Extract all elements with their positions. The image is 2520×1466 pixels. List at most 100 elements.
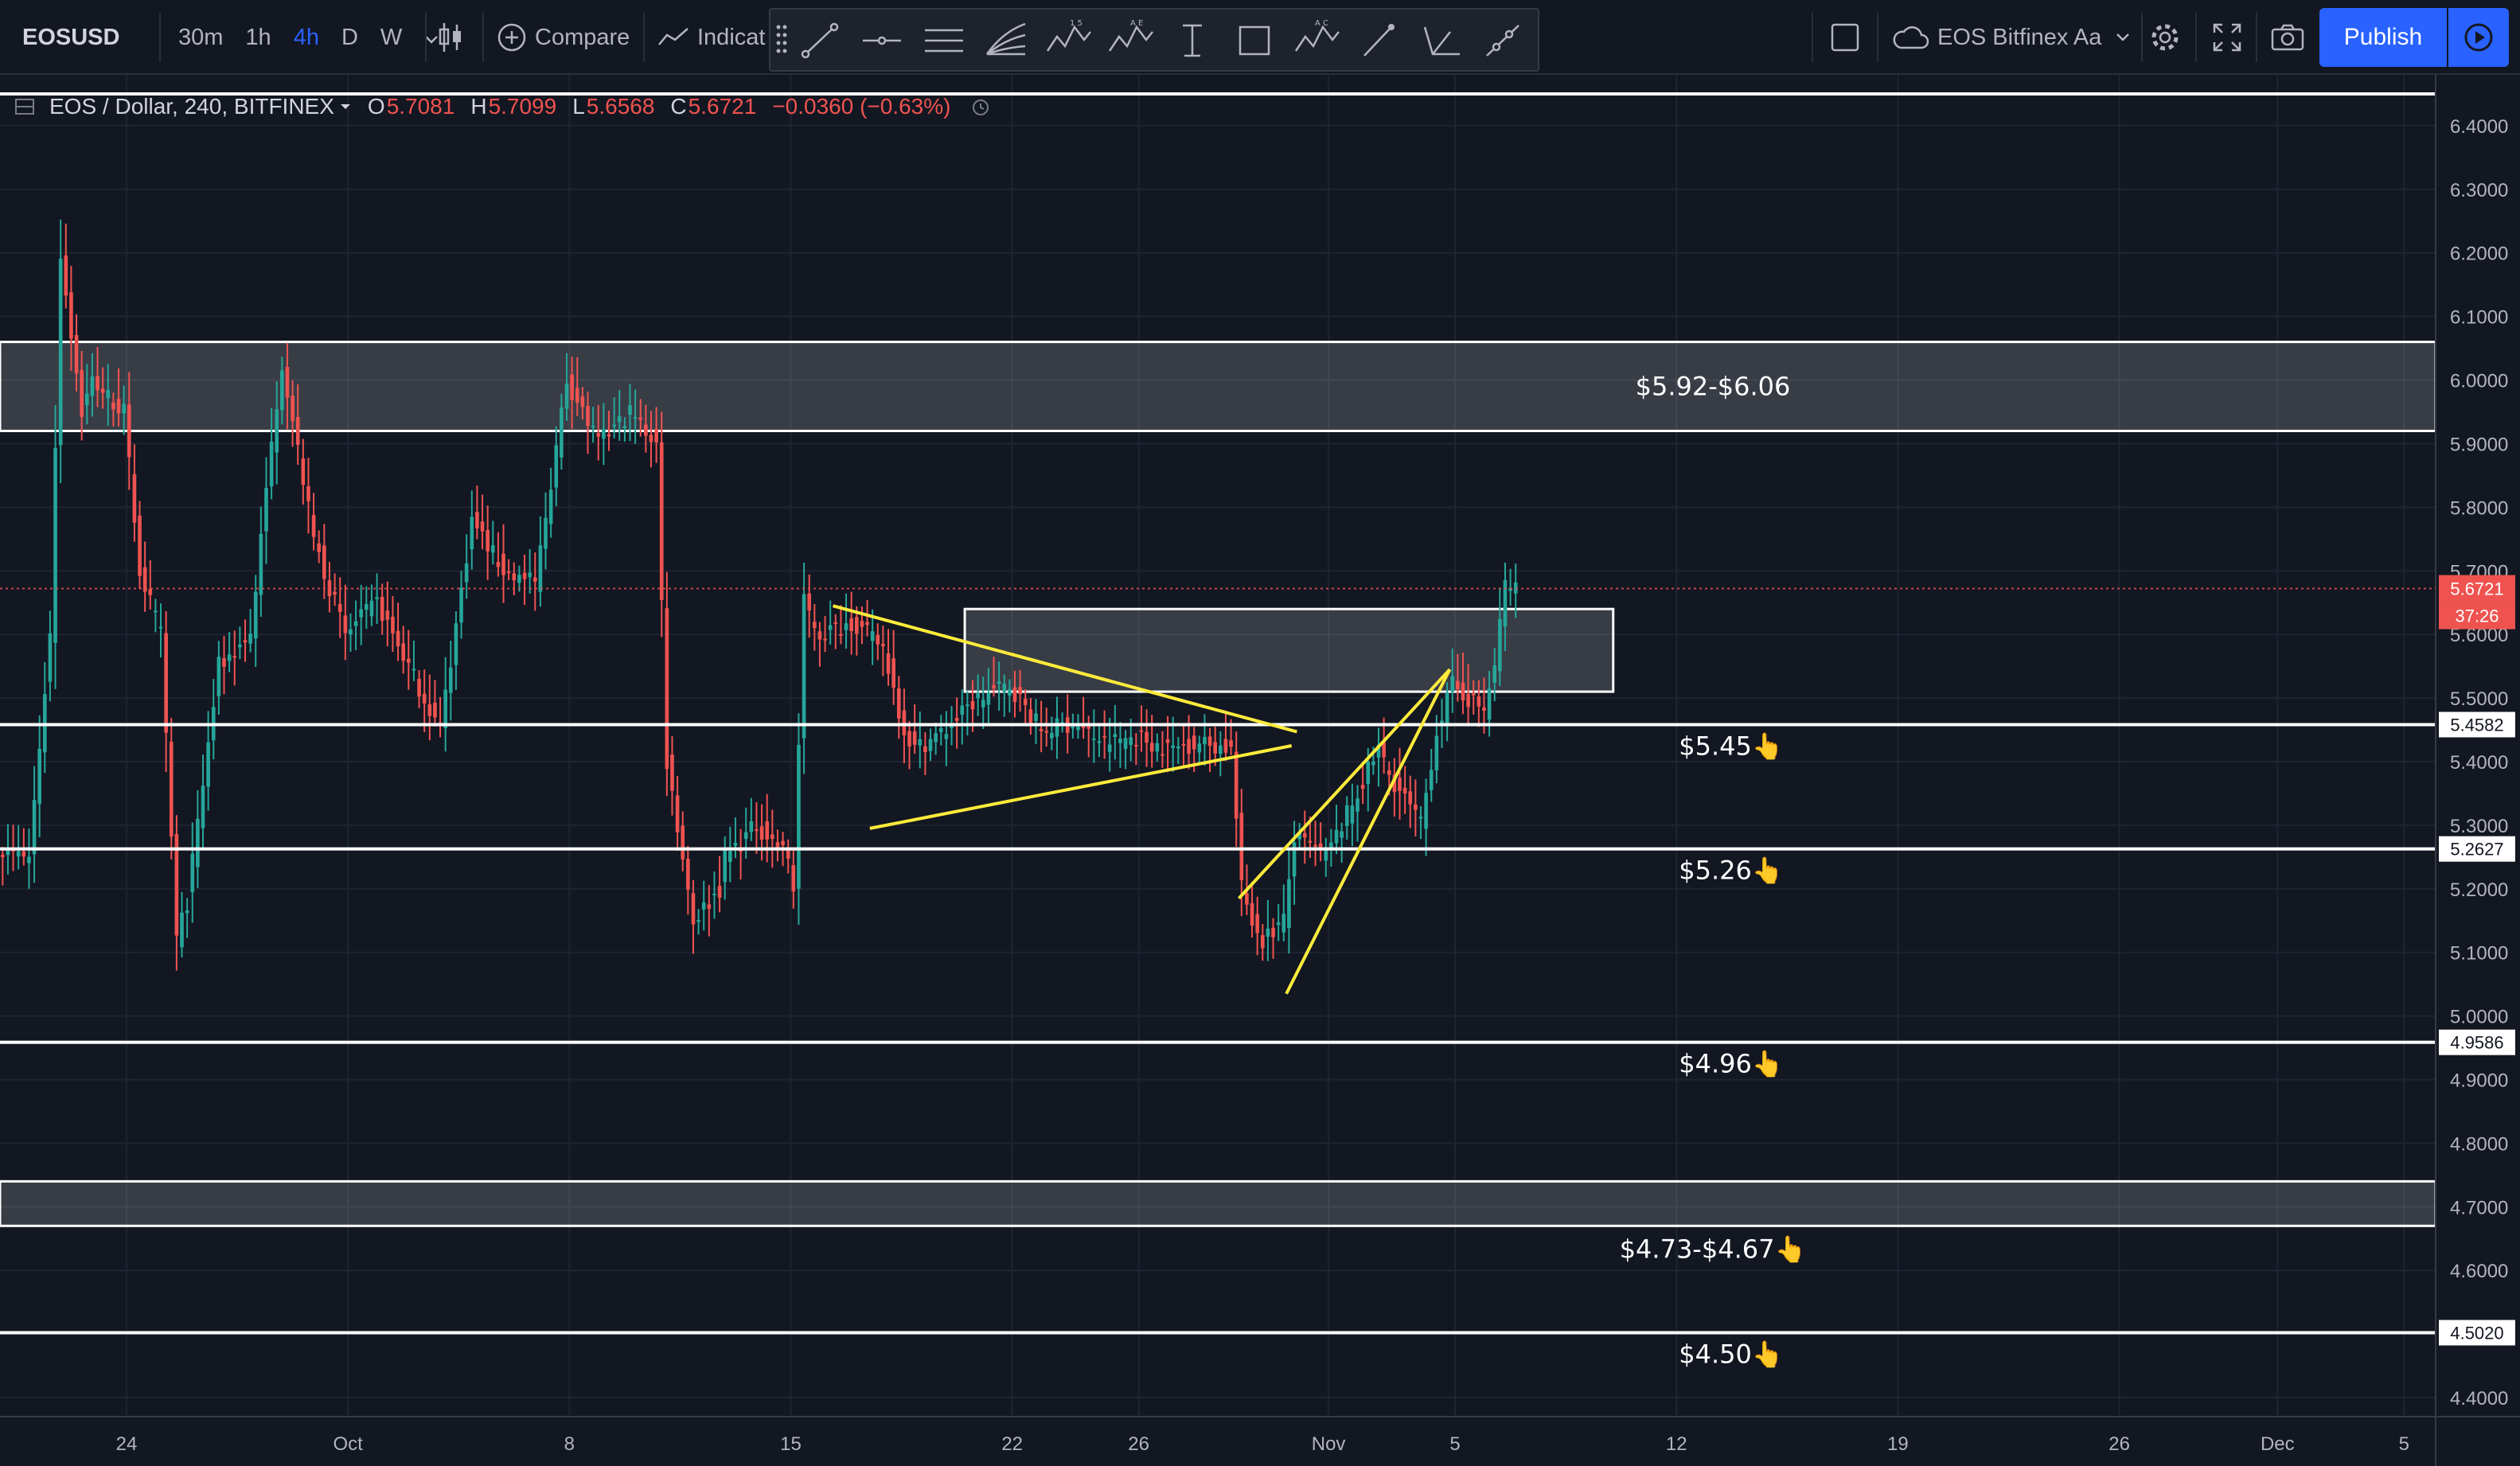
- settings-button[interactable]: [2147, 0, 2183, 75]
- timeframe-1h[interactable]: 1h: [245, 24, 271, 50]
- trend-line-tool[interactable]: [794, 16, 845, 65]
- candle-body: [1350, 805, 1355, 824]
- candle-body: [755, 829, 759, 831]
- candle-body: [575, 388, 579, 403]
- candle-body: [833, 622, 838, 624]
- candle-body: [712, 893, 716, 895]
- timeframe-w[interactable]: W: [380, 24, 403, 50]
- brush-tool[interactable]: [1353, 16, 1404, 65]
- x-tick-label: Dec: [2261, 1433, 2295, 1455]
- candle-body: [359, 609, 364, 618]
- candle-body: [743, 832, 748, 840]
- timeframe-menu-button[interactable]: [413, 25, 450, 51]
- candle-body: [401, 643, 406, 661]
- timeframe-d[interactable]: D: [341, 24, 358, 50]
- parallel-channel-tool[interactable]: [919, 16, 969, 65]
- candle-body: [1187, 739, 1191, 754]
- elliott-wave-tool[interactable]: 1 5: [1043, 16, 1094, 65]
- play-button[interactable]: [2448, 8, 2509, 67]
- candle-body: [896, 688, 901, 719]
- candle-body: [127, 404, 131, 458]
- candle-body: [501, 553, 505, 575]
- chart-type-button[interactable]: [436, 0, 465, 75]
- symbol-settings-button[interactable]: EOS Bitfinex Aa: [1891, 0, 2130, 75]
- measure-tool[interactable]: [1477, 16, 1528, 65]
- candle-body: [596, 433, 601, 437]
- candle-body: [749, 821, 754, 832]
- y-tick-label: 5.5000: [2450, 688, 2508, 710]
- alarm-clock-icon[interactable]: [969, 96, 992, 118]
- candle-body: [1260, 935, 1265, 949]
- time-axis[interactable]: 24 Oct 8 15 22 26 Nov 5 12 19 26 Dec 5: [116, 1433, 2409, 1455]
- compare-button[interactable]: Compare: [497, 0, 630, 75]
- chevron-down-icon: [425, 35, 439, 44]
- price-level-tag: [2439, 836, 2515, 862]
- brush-icon: [1363, 24, 1395, 57]
- candle-body: [1398, 778, 1402, 791]
- candle-body: [343, 615, 348, 634]
- fullscreen-button[interactable]: [2210, 0, 2245, 75]
- angle-icon: [1423, 26, 1460, 56]
- caret-down-icon[interactable]: [339, 103, 352, 111]
- candle-body: [353, 621, 358, 626]
- timeframe-30m[interactable]: 30m: [178, 24, 224, 50]
- price-chart[interactable]: $5.92-$6.06 $4.73-$4.67👆 $5.45👆 $5.26👆 $4.96…: [0, 75, 2520, 1466]
- candle-body: [675, 795, 680, 832]
- candle-body: [560, 407, 564, 458]
- horizontal-ray-tool[interactable]: [856, 16, 907, 65]
- candle-body: [1076, 726, 1080, 731]
- timeframe-4h[interactable]: 4h: [293, 24, 319, 50]
- legend-title[interactable]: EOS / Dollar, 240, BITFINEX: [49, 94, 334, 119]
- layout-button[interactable]: [1829, 0, 1861, 75]
- indicators-label: Indicat: [697, 24, 766, 50]
- y-tick-label: 4.4000: [2450, 1388, 2508, 1409]
- drawing-toolbar: 1 5 A E A C: [769, 8, 1539, 72]
- indicators-button[interactable]: Indicat: [657, 0, 765, 75]
- square-layout-icon: [1831, 23, 1859, 52]
- candle-body: [217, 657, 221, 696]
- candle-body: [206, 742, 210, 787]
- angle-tool[interactable]: [1415, 16, 1466, 65]
- candle-body: [759, 826, 764, 840]
- candle-body: [248, 634, 252, 644]
- rectangle-tool[interactable]: [1229, 16, 1280, 65]
- candle-body: [232, 656, 237, 658]
- candle-body: [380, 597, 384, 622]
- candle-body: [1382, 741, 1386, 758]
- candle-body: [997, 681, 1001, 684]
- candle-body: [1197, 743, 1202, 753]
- candle-body: [427, 704, 432, 716]
- candle-body: [849, 618, 853, 631]
- text-tool[interactable]: [1167, 16, 1218, 65]
- candle-body: [544, 517, 548, 549]
- publish-label: Publish: [2343, 24, 2423, 50]
- candle-body: [854, 617, 859, 634]
- candle-body: [1292, 842, 1297, 877]
- candle-body: [154, 610, 158, 613]
- level-label: $5.45👆: [1679, 731, 1783, 761]
- candle-body: [1028, 709, 1033, 724]
- candle-body: [196, 818, 200, 868]
- price-axis[interactable]: 6.4000 6.3000 6.2000 6.1000 6.0000 5.9000 5.80…: [2450, 116, 2508, 1409]
- xabcd-pattern-tool[interactable]: A C: [1291, 16, 1342, 65]
- chart-legend: EOS / Dollar, 240, BITFINEX O 5.7081 H 5.7…: [14, 89, 992, 124]
- candle-body: [1081, 726, 1086, 728]
- candle-body: [1165, 739, 1170, 743]
- pitchfork-tool[interactable]: [981, 16, 1032, 65]
- change-value: −0.0360 (−0.63%): [772, 94, 951, 119]
- symbol-search[interactable]: EOSUSD: [8, 0, 159, 75]
- toolbar-divider: [2256, 13, 2257, 62]
- candle-body: [190, 853, 195, 892]
- candle-body: [960, 705, 965, 715]
- drag-handle-icon[interactable]: [775, 22, 788, 57]
- x-tick-label: 19: [1887, 1433, 1909, 1455]
- snapshot-button[interactable]: [2270, 0, 2305, 75]
- collapse-legend-icon[interactable]: [14, 96, 35, 117]
- publish-button[interactable]: Publish: [2319, 8, 2447, 67]
- y-tick-label: 6.1000: [2450, 307, 2508, 329]
- candle-body: [644, 424, 648, 436]
- svg-text:A E: A E: [1130, 19, 1143, 28]
- abcd-pattern-tool[interactable]: A E: [1105, 16, 1156, 65]
- toolbar-divider: [482, 13, 484, 62]
- price-zone: [0, 1179, 2437, 1227]
